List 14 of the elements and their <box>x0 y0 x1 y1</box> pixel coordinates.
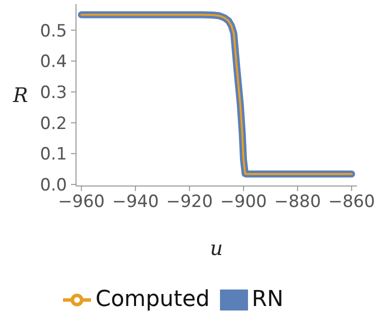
y-tick-label: 0.3 <box>40 82 67 103</box>
y-axis-title: R <box>12 83 28 108</box>
y-tick-label: 0.2 <box>40 114 67 134</box>
legend-label: RN <box>252 287 284 312</box>
x-tick-label: −920 <box>166 192 213 212</box>
x-axis-title: u <box>210 236 223 260</box>
legend-label: Computed <box>95 287 210 312</box>
y-tick-label: 0.5 <box>40 21 67 42</box>
x-tick-label: −860 <box>328 192 375 212</box>
x-tick-label: −900 <box>220 192 267 212</box>
x-tick-label: −940 <box>112 192 159 212</box>
y-tick-label: 0.1 <box>40 144 67 165</box>
x-tick-label: −880 <box>274 192 321 212</box>
y-tick-label: 0.4 <box>40 52 67 72</box>
